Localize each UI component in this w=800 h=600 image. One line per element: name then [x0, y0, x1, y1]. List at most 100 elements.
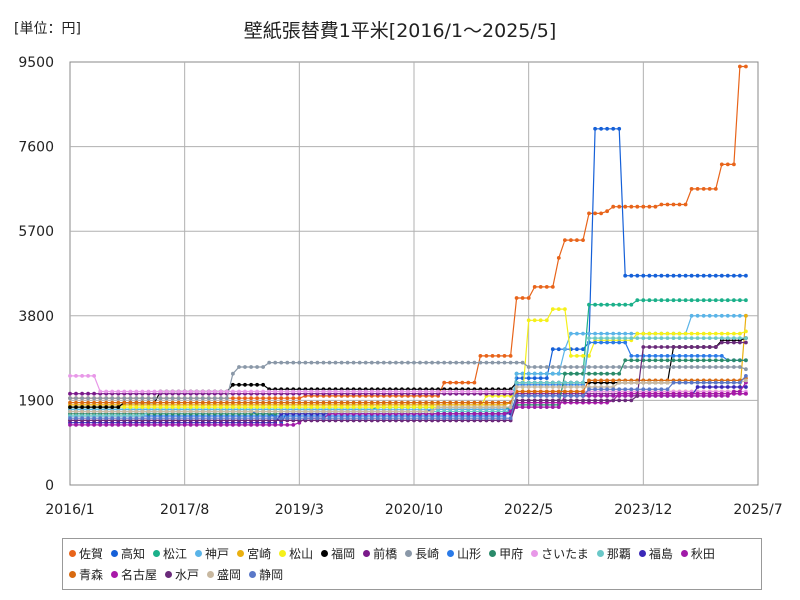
data-point [243, 396, 247, 401]
data-point [225, 389, 229, 394]
data-point [182, 405, 187, 409]
data-point [738, 273, 742, 278]
legend-item: 水戸 [165, 564, 199, 585]
data-point [381, 409, 386, 414]
data-point [635, 394, 640, 398]
data-point [641, 336, 646, 340]
legend-label: 盛岡 [217, 568, 242, 582]
data-point [599, 302, 603, 307]
data-point [128, 416, 133, 421]
data-point [231, 416, 235, 421]
data-point [164, 409, 169, 414]
data-point [623, 204, 628, 209]
data-point [550, 389, 555, 394]
chart-title: 壁紙張替費1平米[2016/1～2025/5] [243, 20, 557, 42]
data-point [92, 374, 96, 378]
data-point [460, 380, 465, 385]
data-point [496, 389, 501, 394]
legend: 佐賀 高知 松江 神戸 宮崎 松山 福岡 前橋 長崎 山形 甲府 さいたま 那覇 福島 秋田 青森 名古屋 水戸 盛… [62, 538, 762, 590]
data-point [713, 385, 718, 389]
series-さいたま [68, 374, 748, 394]
data-point [357, 389, 362, 394]
data-point [629, 273, 634, 278]
data-point [490, 354, 495, 358]
data-point [689, 187, 694, 191]
data-point [556, 371, 561, 376]
legend-marker [638, 550, 646, 557]
data-point [744, 340, 748, 345]
legend-item: 青森 [69, 564, 103, 585]
data-point [538, 389, 543, 394]
data-point [400, 409, 404, 414]
data-point [738, 358, 742, 363]
data-point [738, 391, 742, 396]
data-point [575, 394, 579, 398]
data-point [538, 394, 543, 398]
data-point [381, 405, 386, 409]
data-point [713, 354, 718, 358]
data-point [321, 400, 326, 405]
data-point [472, 405, 477, 409]
data-point [587, 211, 591, 216]
data-point [116, 423, 121, 427]
data-point [255, 416, 259, 421]
data-point [345, 409, 350, 414]
data-point [496, 416, 501, 421]
data-point [140, 396, 145, 401]
data-point [237, 409, 241, 414]
data-point [587, 354, 591, 358]
data-point [659, 365, 664, 369]
data-point [635, 298, 640, 303]
data-point [677, 354, 682, 358]
data-point [243, 400, 247, 405]
data-point [466, 400, 471, 405]
data-point [279, 405, 284, 409]
data-point [134, 405, 139, 409]
data-point [351, 389, 356, 394]
data-point [309, 409, 314, 414]
x-tick-label: 2022/5 [504, 502, 553, 518]
data-point [701, 331, 706, 336]
data-point [333, 405, 338, 409]
data-point [291, 396, 296, 401]
data-point [623, 331, 628, 336]
data-point [701, 354, 706, 358]
data-point [267, 405, 272, 409]
data-point [448, 360, 453, 365]
data-point [194, 400, 199, 405]
data-point [635, 204, 640, 209]
data-point [152, 396, 157, 401]
data-point [80, 396, 84, 401]
data-point [520, 380, 525, 385]
data-point [315, 405, 320, 409]
data-point [188, 396, 193, 401]
data-point [442, 380, 447, 385]
data-point [231, 400, 235, 405]
data-point [490, 389, 495, 394]
data-point [701, 365, 706, 369]
legend-item: さいたま [531, 543, 589, 564]
data-point [671, 336, 676, 340]
data-point [243, 382, 247, 387]
series-佐賀 [68, 64, 748, 401]
data-point [152, 423, 157, 427]
data-point [478, 354, 483, 358]
data-point [345, 405, 350, 409]
data-point [400, 405, 404, 409]
data-point [605, 398, 609, 403]
data-point [110, 416, 115, 421]
data-point [134, 416, 139, 421]
data-point [339, 409, 344, 414]
data-point [333, 409, 338, 414]
data-point [502, 354, 507, 358]
data-point [671, 273, 676, 278]
data-point [128, 389, 133, 394]
data-point [363, 409, 368, 414]
data-point [363, 400, 368, 405]
data-point [68, 409, 72, 414]
data-point [363, 389, 368, 394]
data-point [738, 298, 742, 303]
data-point [406, 405, 410, 409]
data-point [617, 336, 622, 340]
data-point [653, 273, 658, 278]
